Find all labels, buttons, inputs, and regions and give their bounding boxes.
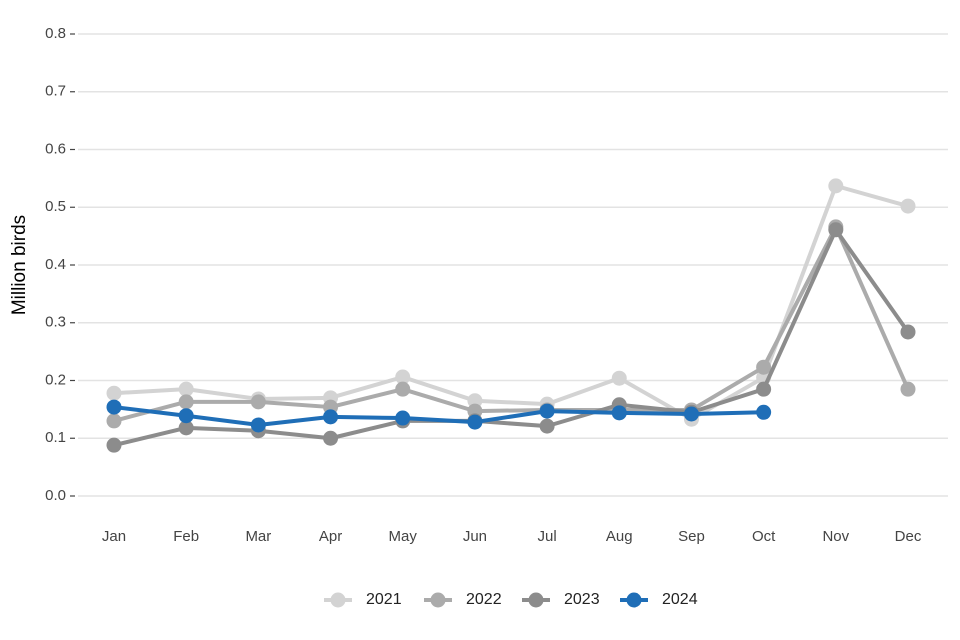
data-point xyxy=(395,410,411,426)
data-point xyxy=(756,359,772,375)
data-point xyxy=(323,409,339,425)
legend-label: 2024 xyxy=(662,591,698,608)
x-tick-label: May xyxy=(389,528,418,545)
data-point xyxy=(756,381,772,397)
y-tick-label: 0.7 xyxy=(45,83,66,100)
y-tick-label: 0.8 xyxy=(45,25,66,42)
legend-marker xyxy=(626,592,642,608)
data-point xyxy=(828,178,844,194)
y-tick-label: 0.3 xyxy=(45,314,66,331)
series xyxy=(106,399,772,433)
data-point xyxy=(395,369,411,385)
data-point xyxy=(539,418,555,434)
y-tick-label: 0.1 xyxy=(45,429,66,446)
data-point xyxy=(900,381,916,397)
y-tick-label: 0.0 xyxy=(45,487,66,504)
series-line xyxy=(113,227,910,448)
data-point xyxy=(106,385,122,401)
y-tick-label: 0.4 xyxy=(45,256,66,273)
legend-label: 2023 xyxy=(564,591,600,608)
data-point xyxy=(178,381,194,397)
data-point xyxy=(467,393,483,409)
data-point xyxy=(611,370,627,386)
x-tick-label: Feb xyxy=(173,528,199,545)
legend-marker xyxy=(430,592,446,608)
data-point xyxy=(106,399,122,415)
data-point xyxy=(756,404,772,420)
legend-marker xyxy=(330,592,346,608)
data-point xyxy=(539,403,555,419)
data-point xyxy=(178,408,194,424)
y-tick-label: 0.2 xyxy=(45,371,66,388)
x-tick-label: Jun xyxy=(463,528,487,545)
series-line xyxy=(113,183,909,422)
y-tick-label: 0.6 xyxy=(45,140,66,157)
legend-label: 2022 xyxy=(466,591,502,608)
x-tick-label: Sep xyxy=(678,528,705,545)
legend-marker xyxy=(528,592,544,608)
series-line xyxy=(113,224,910,423)
data-point xyxy=(683,406,699,422)
series-line xyxy=(113,405,764,427)
data-point xyxy=(106,437,122,453)
x-tick-label: Mar xyxy=(245,528,271,545)
x-tick-label: Aug xyxy=(606,528,633,545)
data-point xyxy=(250,394,266,410)
x-tick-label: Jan xyxy=(102,528,126,545)
data-point xyxy=(900,198,916,214)
series xyxy=(106,178,916,427)
x-tick-label: Apr xyxy=(319,528,342,545)
data-point xyxy=(467,414,483,430)
data-point xyxy=(611,405,627,421)
data-point xyxy=(250,417,266,433)
data-point xyxy=(178,394,194,410)
data-point xyxy=(323,430,339,446)
data-point xyxy=(106,413,122,429)
y-tick-label: 0.5 xyxy=(45,198,66,215)
data-point xyxy=(395,381,411,397)
data-point xyxy=(178,420,194,436)
x-tick-label: Dec xyxy=(895,528,922,545)
data-point xyxy=(828,222,844,238)
x-tick-label: Jul xyxy=(537,528,556,545)
x-tick-label: Nov xyxy=(822,528,849,545)
data-point xyxy=(900,324,916,340)
y-axis-label: Million birds xyxy=(9,215,30,315)
x-tick-label: Oct xyxy=(752,528,776,545)
legend-label: 2021 xyxy=(366,591,402,608)
